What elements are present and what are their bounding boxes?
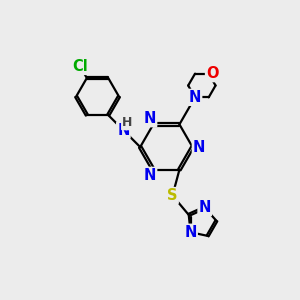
Text: S: S [167, 188, 178, 203]
Text: N: N [193, 140, 205, 154]
Text: N: N [184, 225, 197, 240]
Text: N: N [144, 111, 156, 126]
Text: N: N [144, 168, 156, 183]
Text: H: H [122, 116, 132, 129]
Text: N: N [199, 200, 211, 215]
Text: N: N [189, 90, 201, 105]
Text: Cl: Cl [72, 59, 88, 74]
Text: O: O [206, 66, 218, 81]
Text: N: N [117, 123, 130, 138]
